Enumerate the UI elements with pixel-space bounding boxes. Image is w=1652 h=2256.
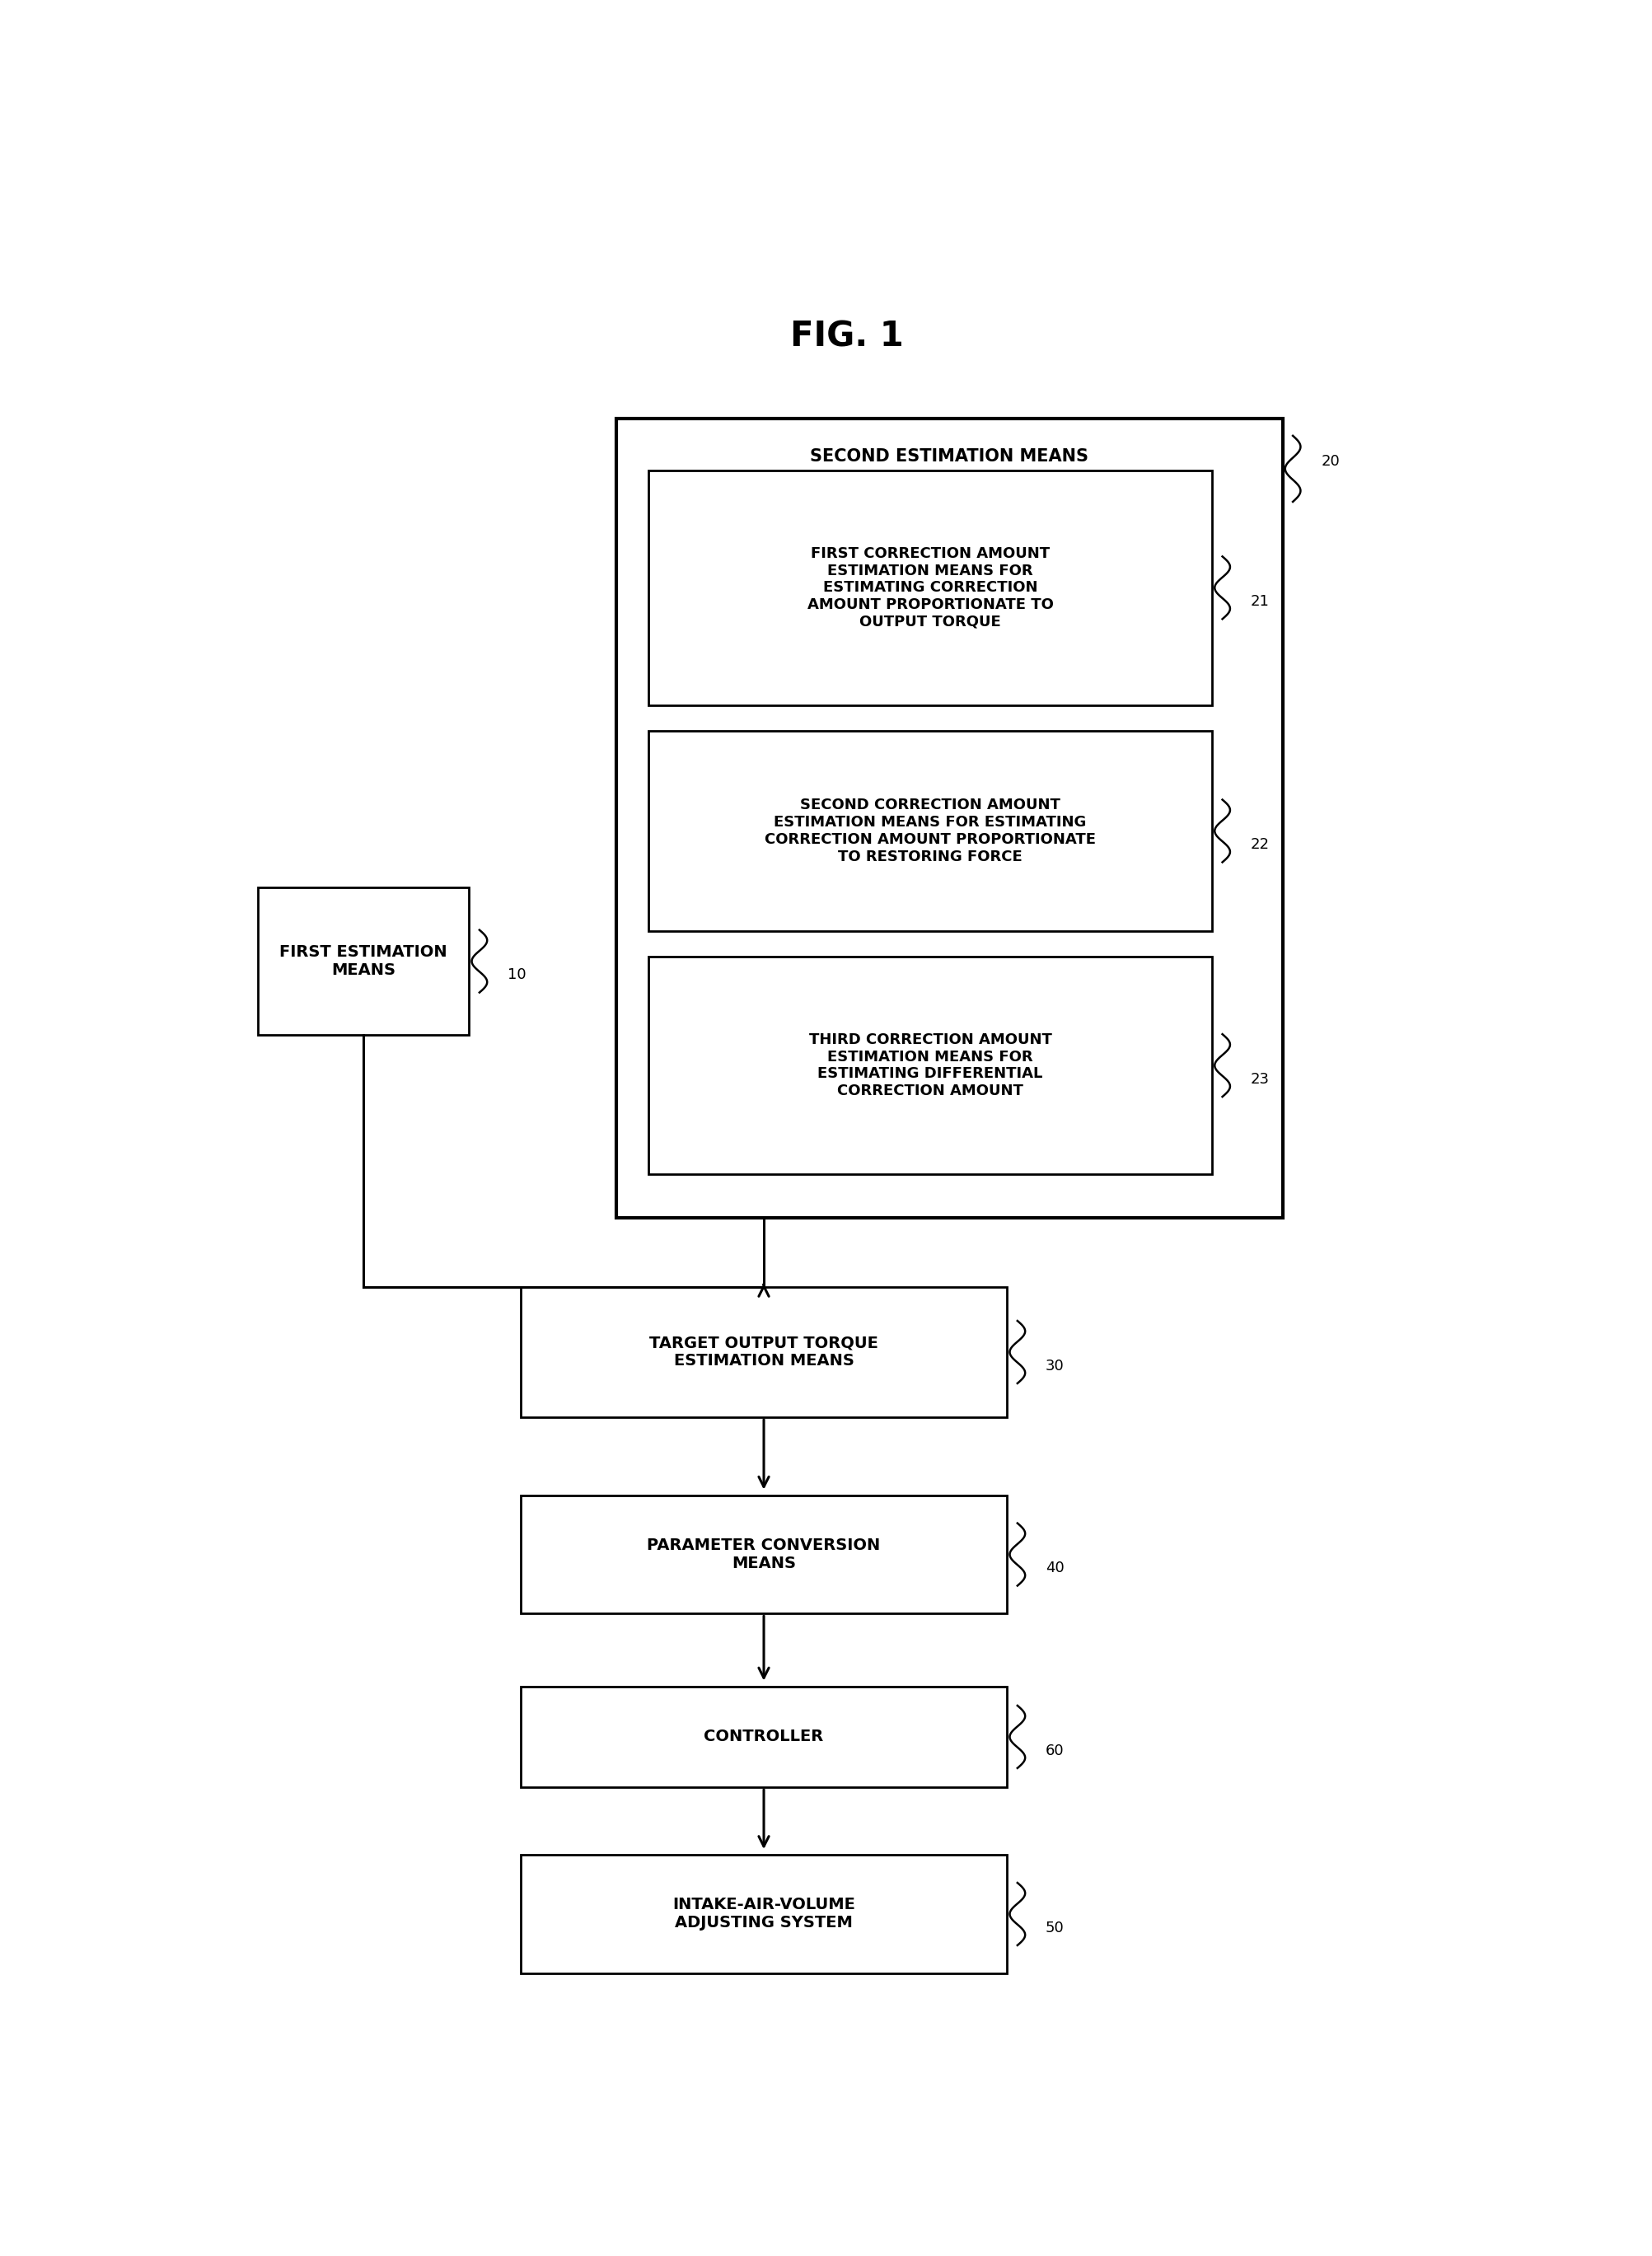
Text: SECOND CORRECTION AMOUNT
ESTIMATION MEANS FOR ESTIMATING
CORRECTION AMOUNT PROPO: SECOND CORRECTION AMOUNT ESTIMATION MEAN…: [765, 799, 1095, 864]
Text: CONTROLLER: CONTROLLER: [704, 1728, 823, 1744]
FancyBboxPatch shape: [648, 957, 1211, 1173]
Text: 50: 50: [1046, 1920, 1064, 1936]
FancyBboxPatch shape: [520, 1286, 1006, 1417]
FancyBboxPatch shape: [648, 731, 1211, 932]
Text: 23: 23: [1251, 1072, 1269, 1087]
Text: 21: 21: [1251, 593, 1269, 609]
Text: SECOND ESTIMATION MEANS: SECOND ESTIMATION MEANS: [809, 449, 1089, 465]
Text: TARGET OUTPUT TORQUE
ESTIMATION MEANS: TARGET OUTPUT TORQUE ESTIMATION MEANS: [649, 1336, 877, 1369]
Text: THIRD CORRECTION AMOUNT
ESTIMATION MEANS FOR
ESTIMATING DIFFERENTIAL
CORRECTION : THIRD CORRECTION AMOUNT ESTIMATION MEANS…: [808, 1033, 1051, 1099]
Text: INTAKE-AIR-VOLUME
ADJUSTING SYSTEM: INTAKE-AIR-VOLUME ADJUSTING SYSTEM: [672, 1897, 854, 1931]
Text: PARAMETER CONVERSION
MEANS: PARAMETER CONVERSION MEANS: [648, 1539, 881, 1572]
Text: FIG. 1: FIG. 1: [790, 320, 904, 354]
Text: 20: 20: [1320, 453, 1340, 469]
Text: 10: 10: [507, 968, 525, 984]
Text: 30: 30: [1046, 1358, 1064, 1374]
Text: FIRST CORRECTION AMOUNT
ESTIMATION MEANS FOR
ESTIMATING CORRECTION
AMOUNT PROPOR: FIRST CORRECTION AMOUNT ESTIMATION MEANS…: [806, 546, 1052, 629]
FancyBboxPatch shape: [520, 1854, 1006, 1974]
FancyBboxPatch shape: [258, 887, 469, 1036]
FancyBboxPatch shape: [520, 1496, 1006, 1613]
Text: 22: 22: [1251, 837, 1269, 853]
FancyBboxPatch shape: [616, 417, 1282, 1218]
FancyBboxPatch shape: [520, 1687, 1006, 1787]
Text: 60: 60: [1046, 1744, 1064, 1757]
Text: FIRST ESTIMATION
MEANS: FIRST ESTIMATION MEANS: [279, 945, 448, 979]
Text: 40: 40: [1046, 1561, 1064, 1575]
FancyBboxPatch shape: [648, 472, 1211, 704]
